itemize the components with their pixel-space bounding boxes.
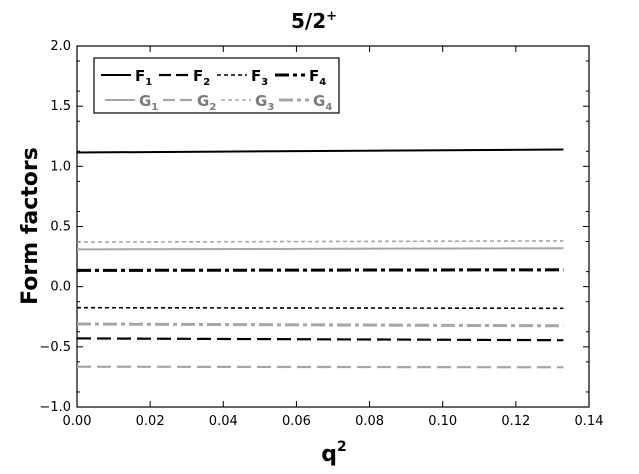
legend-label-g1: G1 xyxy=(139,92,158,113)
y-tick-label: −1.0 xyxy=(39,400,71,415)
y-tick-label: 0.5 xyxy=(50,220,71,235)
y-axis-label: Form factors xyxy=(18,147,43,305)
x-tick-label: 0.00 xyxy=(63,414,92,429)
legend-label-g3: G3 xyxy=(255,92,274,113)
legend-label-f3: F3 xyxy=(251,67,268,88)
series-layer xyxy=(76,148,564,369)
x-axis-label: q2 xyxy=(321,439,347,467)
x-tick-label: 0.10 xyxy=(428,414,457,429)
x-tick-label: 0.06 xyxy=(282,414,311,429)
y-tick-label: 1.0 xyxy=(50,159,71,174)
series-line-g2 xyxy=(76,365,564,369)
legend: F1 F2 F3 F4 G1 G2 G3 G4 xyxy=(93,57,340,114)
series-line-g1 xyxy=(76,247,564,251)
legend-label-f1: F1 xyxy=(135,67,152,88)
series-line-f3 xyxy=(76,306,564,310)
legend-box xyxy=(93,57,340,114)
x-tick-label: 0.02 xyxy=(136,414,165,429)
axis-ticks: 0.00 0.02 0.04 0.06 0.08 0.10 0.12 0.14 −1.0 −0.5… xyxy=(39,39,603,429)
series-line-f2 xyxy=(76,337,564,342)
x-tick-label: 0.04 xyxy=(209,414,238,429)
legend-label-g4: G4 xyxy=(313,92,332,113)
legend-label-f4: F4 xyxy=(309,67,326,88)
x-tick-label: 0.08 xyxy=(355,414,384,429)
y-tick-label: 2.0 xyxy=(50,39,71,54)
x-tick-label: 0.12 xyxy=(501,414,530,429)
x-axis-label-sup: 2 xyxy=(337,439,347,455)
y-tick-label: −0.5 xyxy=(39,340,71,355)
x-tick-label: 0.14 xyxy=(575,414,604,429)
series-line-f4 xyxy=(76,268,564,272)
y-tick-label: 0.0 xyxy=(50,280,71,295)
chart-title: 5/2+ xyxy=(291,9,337,33)
legend-label-f2: F2 xyxy=(193,67,210,88)
y-tick-label: 1.5 xyxy=(50,99,71,114)
legend-label-g2: G2 xyxy=(197,92,216,113)
chart-title-sup: + xyxy=(326,9,337,24)
series-line-g4 xyxy=(76,322,564,328)
series-line-g3 xyxy=(76,240,564,243)
series-line-f1 xyxy=(76,148,564,154)
